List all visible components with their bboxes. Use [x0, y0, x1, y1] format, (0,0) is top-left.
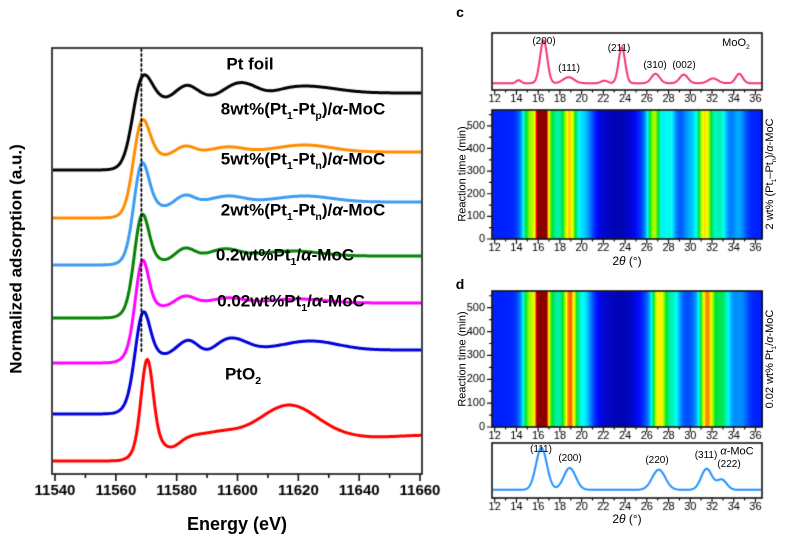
- heatmap-c-x-axis-title: 2θ (°): [612, 254, 642, 268]
- curve-label-5wt: 5wt%(Pt1-Ptn)/α-MoC: [220, 149, 386, 172]
- amoc-x-axis-title: 2θ (°): [612, 512, 642, 526]
- moo2-peak-label-211: (211): [607, 43, 631, 54]
- curve-label-pto2: PtO2: [224, 364, 262, 387]
- amoc-peak-label-200: (200): [558, 453, 582, 464]
- heatmap-c-right-label: 2 wt% (Pt1–Ptn)/α-MoC: [764, 118, 779, 230]
- curve-label-2wt: 2wt%(Pt1-Ptn)/α-MoC: [220, 200, 386, 223]
- curve-label-pt-foil: Pt foil: [226, 54, 274, 74]
- heatmap-c-y-axis-title: Reaction time (min): [456, 126, 469, 222]
- heatmap-d-right-label: 0.02 wt% Pt1/α-MoC: [764, 309, 779, 409]
- amoc-peak-label-111: (111): [530, 444, 552, 455]
- xanes-y-axis-title: Normalized adsorption (a.u.): [6, 144, 26, 374]
- amoc-peak-label-222: (222): [717, 459, 741, 470]
- amoc-peak-label-220: (220): [645, 455, 669, 466]
- panel-c-label: c: [456, 4, 464, 20]
- moo2-peak-label-310: (310): [643, 60, 667, 71]
- panel-d-label: d: [455, 276, 465, 292]
- amoc-peak-label-311: (311): [694, 450, 718, 461]
- moo2-peak-label-111: (111): [558, 63, 580, 74]
- moo2-peak-label-200: (200): [532, 36, 556, 47]
- moo2-pattern-title: MoO2: [722, 37, 750, 52]
- amoc-pattern-title: α-MoC: [720, 445, 754, 458]
- moo2-peak-label-002: (002): [672, 60, 696, 71]
- curve-label-0p2wt: 0.2wt%Pt1/α-MoC: [215, 245, 355, 268]
- curve-label-8wt: 8wt%(Pt1-Ptp)/α-MoC: [220, 99, 386, 122]
- xanes-x-axis-title: Energy (eV): [186, 514, 288, 534]
- heatmap-d-y-axis-title: Reaction time (min): [456, 311, 469, 407]
- curve-label-0p02wt: 0.02wt%Pt1/α-MoC: [217, 291, 365, 314]
